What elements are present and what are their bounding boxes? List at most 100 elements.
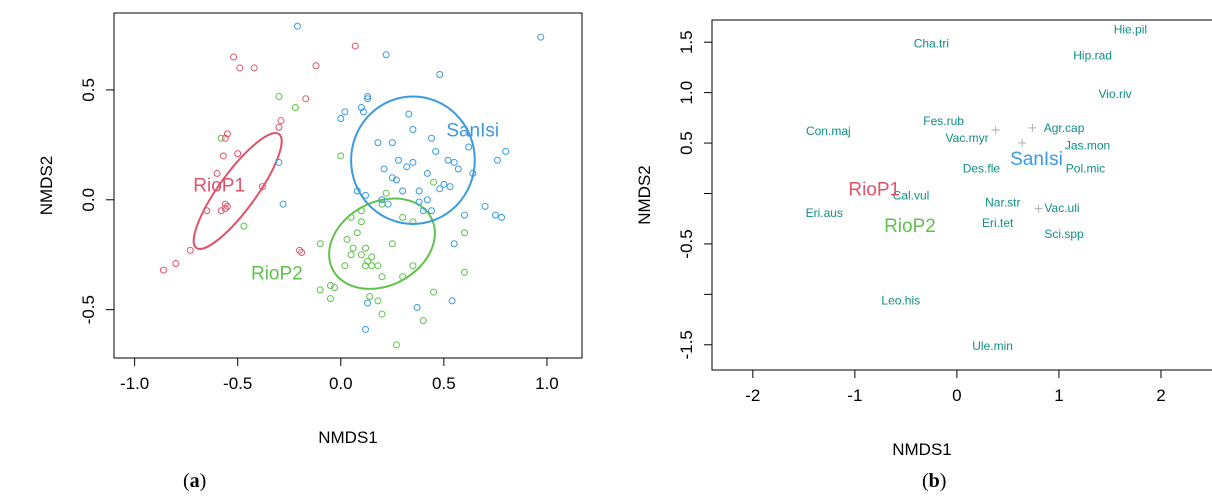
species-label: Nar.str [985,196,1020,210]
species-label: Con.maj [806,124,851,138]
riop2-point [347,251,355,259]
sanisi-point [409,158,417,166]
species-label: Eri.aus [806,206,843,220]
riop1-point [236,64,244,72]
sanisi-point [293,22,301,30]
sanisi-point [403,163,411,171]
riop2-point [368,253,376,261]
species-cross-marker [1034,204,1043,213]
riop2-point [378,273,386,281]
species-label: Eri.tet [982,216,1014,230]
sanisi-point [364,299,372,307]
riop2-point [326,281,334,289]
a-x-tick-label: -1.0 [120,374,149,393]
riop2-point [378,310,386,318]
panel-caption-a: (a) [183,470,207,492]
riop1-point [275,123,283,131]
panel-caption-b: (b) [922,470,947,492]
sanisi-point [380,165,388,173]
b-y-axis-label: NMDS2 [635,165,654,225]
sanisi-ellipse [350,95,476,225]
riop2-point [374,297,382,305]
species-cross-marker [1028,123,1037,132]
riop1-point [296,246,304,254]
riop2-point [357,251,365,259]
species-label: Sci.spp [1044,227,1084,241]
riop1-ellipse [192,132,283,250]
sanisi-point [415,198,423,206]
a-y-tick-label: -0.5 [79,295,98,324]
b-y-tick-label: 0.5 [677,131,696,155]
a-y-tick-label: 0.5 [79,78,98,102]
sanisi-point [423,196,431,204]
riop2-point [316,286,324,294]
riop2-point [382,189,390,197]
riop1-point [302,95,310,103]
riop2-point [364,257,372,265]
riop1-point [258,183,266,191]
sanisi-point [450,158,458,166]
species-label: Vac.myr [946,131,989,145]
species-cross-marker [1018,139,1027,148]
a-y-axis-label: NMDS2 [37,156,56,216]
a-plot-frame [113,12,583,359]
a-x-tick-label: 1.0 [535,374,559,393]
a-x-axis-label: NMDS1 [318,428,378,447]
sanisi-point [481,202,489,210]
riop1-point [221,200,229,208]
species-label: Hie.pil [1114,22,1147,36]
riop2-point [337,152,345,160]
riop1-point [234,150,242,158]
riop2-ellipse [328,197,436,290]
sanisi-point [415,187,423,195]
riop2-point [331,284,339,292]
riop2-point [366,292,374,300]
a-x-tick-label: 0.0 [329,374,353,393]
species-label: Fes.rub [923,114,964,128]
b-x-tick-label: 0 [952,386,961,405]
sanisi-point [491,211,499,219]
sanisi-point [405,110,413,118]
sanisi-point [537,33,545,41]
species-label: Jas.mon [1065,138,1110,152]
species-label: Vac.uli [1044,201,1079,215]
b-y-tick-label: 1.5 [677,30,696,54]
species-cross-marker [991,125,1000,134]
riop2-point [430,178,438,186]
site-label-riop1: RioP1 [848,179,900,200]
riop1-point [159,266,167,274]
species-label: Leo.his [881,294,920,308]
riop2-point [392,341,400,349]
b-x-tick-label: -2 [745,386,760,405]
sanisi-point [364,95,372,103]
riop1-group-label: RioP1 [193,176,245,197]
b-plot-frame [711,19,1212,371]
riop1-point [172,260,180,268]
sanisi-point [427,207,435,215]
sanisi-point [382,51,390,59]
riop2-point [399,213,407,221]
sanisi-group-label: SanIsi [446,121,499,142]
sanisi-point [444,156,452,164]
riop1-point [217,207,225,215]
sanisi-point [419,207,427,215]
sanisi-point [409,125,417,133]
riop1-point [223,130,231,138]
riop2-point [460,229,468,237]
sanisi-point [493,156,501,164]
riop2-point [430,288,438,296]
sanisi-point [279,200,287,208]
sanisi-point [427,134,435,142]
riop2-point [362,262,370,270]
b-x-tick-label: -1 [847,386,862,405]
nmds-site-scatter-chart: -1.0 -0.5 0.0 0.5 1.0 -0.5 0.0 0.5 NMDS1 NMDS2 Rio… [37,12,583,447]
riop2-point [326,295,334,303]
riop2-point [353,229,361,237]
sanisi-point [446,183,454,191]
riop2-point [419,317,427,325]
sanisi-point [378,196,386,204]
riop1-point [298,249,306,257]
sanisi-point [502,147,510,155]
riop2-point [291,103,299,111]
riop2-point [460,268,468,276]
